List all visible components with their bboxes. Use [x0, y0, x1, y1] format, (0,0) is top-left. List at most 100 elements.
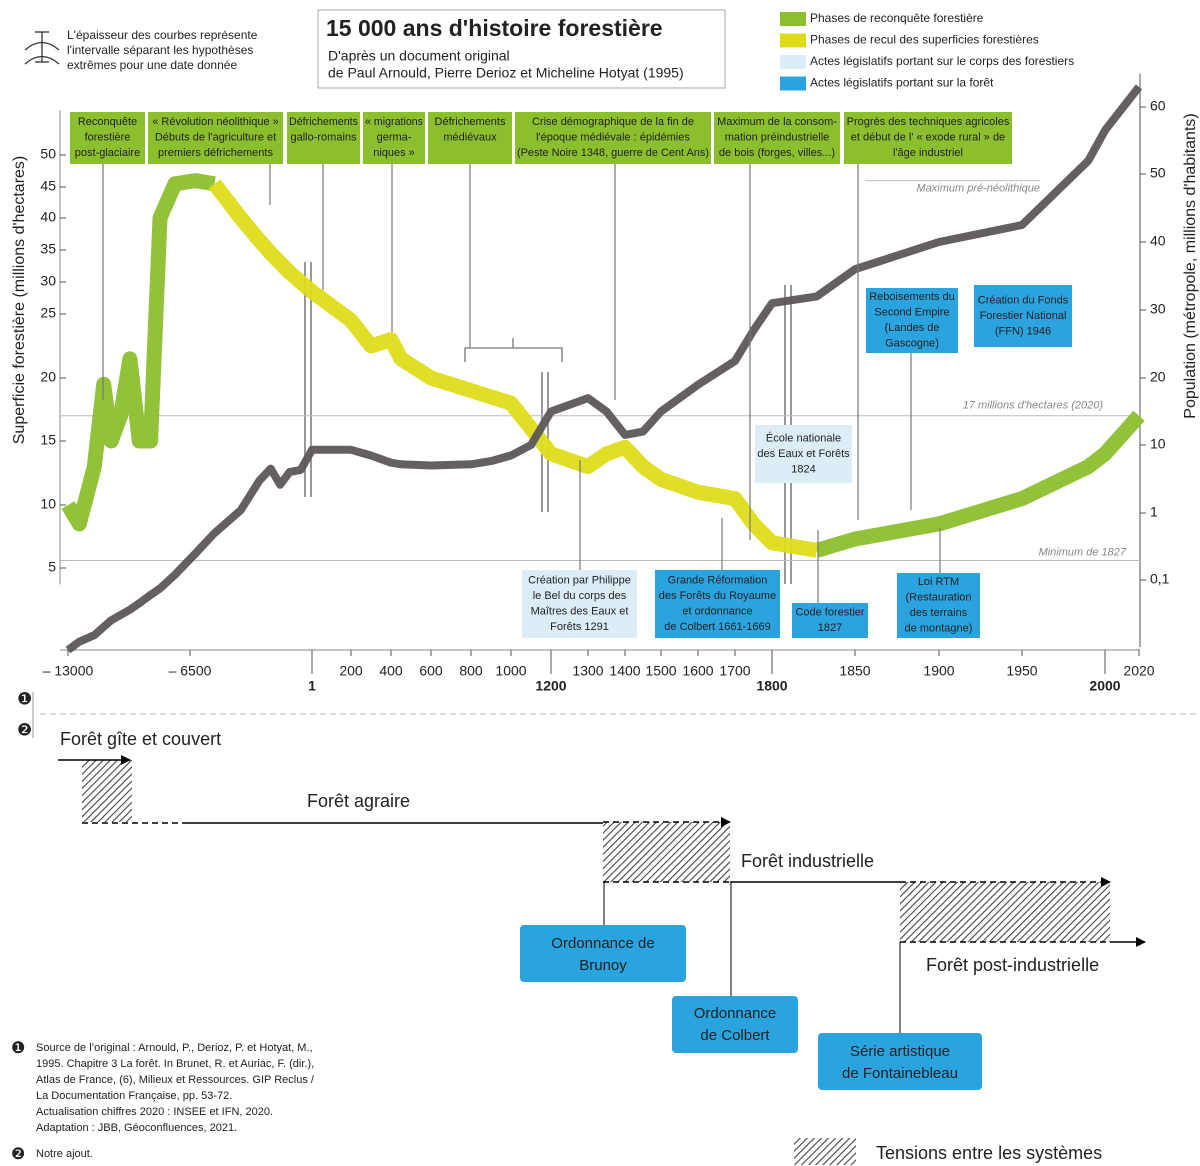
event-label: post-glaciaire — [75, 147, 140, 159]
x-tick-label: 1600 — [682, 663, 713, 679]
event-label: Grande Réformation — [668, 575, 768, 587]
event-label: « migrations — [365, 116, 423, 128]
legend-label: Phases de reconquête forestière — [810, 11, 984, 25]
event-label: Ordonnance de — [551, 935, 654, 952]
tension-zone — [603, 822, 730, 882]
event-label: l'époque médiévale : épidémies — [536, 131, 690, 143]
event-label: mation préindustrielle — [725, 131, 830, 143]
event-label: 1824 — [791, 463, 815, 475]
subtitle: D'après un document original — [328, 48, 510, 64]
event-label: Série artistique — [850, 1043, 950, 1060]
x-tick-label: – 6500 — [169, 663, 212, 679]
system-label: Forêt post-industrielle — [926, 955, 1099, 975]
thickness-icon — [24, 31, 60, 65]
x-tick-label: 1900 — [923, 663, 954, 679]
event-box — [70, 112, 145, 164]
y-tick-label: 10 — [40, 496, 56, 512]
y2-tick-label: 10 — [1150, 436, 1166, 452]
event-label: (Peste Noire 1348, guerre de Cent Ans) — [517, 147, 709, 159]
footnotes: Source de l’original : Arnould, P., Deri… — [36, 1042, 315, 1160]
event-label: (Landes de — [884, 322, 939, 334]
chart-title: 15 000 ans d'histoire forestière — [326, 15, 663, 41]
event-label: Défrichements — [435, 116, 506, 128]
event-label: germa- — [377, 131, 412, 143]
x-tick-label: 1850 — [839, 663, 870, 679]
footnote: Atlas de France, (6), Milieux et Ressour… — [36, 1074, 315, 1086]
event-box — [897, 573, 980, 638]
event-label: Maîtres des Eaux et — [531, 606, 629, 618]
x-tick-label: 1700 — [719, 663, 750, 679]
event-label: Forestier National — [980, 310, 1067, 322]
event-label: Second Empire — [874, 307, 949, 319]
event-box — [655, 570, 780, 638]
event-box — [522, 570, 637, 638]
y-axis-title: Superficie forestière (millions d'hectar… — [11, 156, 28, 445]
y2-tick-label: 50 — [1150, 165, 1166, 181]
event-label: Débuts de l'agriculture et — [155, 131, 276, 143]
event-label: (FFN) 1946 — [995, 325, 1051, 337]
event-label: Brunoy — [579, 957, 627, 974]
marker: ❶ — [11, 1040, 25, 1057]
x-tick-label: 1 — [308, 678, 316, 694]
x-tick-label: 400 — [379, 663, 403, 679]
event-box — [974, 285, 1072, 347]
system-label: Forêt industrielle — [741, 851, 874, 871]
marker: ❷ — [11, 1146, 25, 1163]
event-label: École nationale — [766, 431, 841, 444]
system-label: Forêt agraire — [307, 791, 410, 811]
y-tick-label: 50 — [40, 146, 56, 162]
event-label: Ordonnance — [694, 1005, 777, 1022]
population-line — [65, 84, 1143, 654]
legend-swatch — [794, 1138, 856, 1165]
x-tick-label: – 13000 — [43, 663, 94, 679]
marker: ❶ — [17, 689, 32, 708]
system-arrows — [58, 755, 1146, 1033]
x-tick-label: 1950 — [1006, 663, 1037, 679]
event-box — [844, 112, 1012, 164]
y-tick-label: 30 — [40, 273, 56, 289]
x-tick-label: 1200 — [535, 678, 566, 694]
y-tick-label: 20 — [40, 369, 56, 385]
event-label: de bois (forges, villes...) — [719, 147, 835, 159]
y-tick-label: 5 — [48, 559, 56, 575]
reference-label: 17 millions d'hectares (2020) — [963, 400, 1104, 412]
footnote: Notre ajout. — [36, 1148, 93, 1160]
x-tick-label: 200 — [339, 663, 363, 679]
x-tick-label: 1800 — [756, 678, 787, 694]
legend-swatch — [780, 76, 806, 91]
event-box — [515, 112, 711, 164]
x-tick-label: 1400 — [609, 663, 640, 679]
title-box — [317, 9, 726, 89]
event-label: Progrès des techniques agricoles — [847, 116, 1010, 128]
event-label: Création par Philippe — [528, 575, 631, 587]
x-tick-label: 1000 — [495, 663, 526, 679]
y2-tick-label: 60 — [1150, 98, 1166, 114]
note: extrêmes pour une date donnée — [67, 58, 237, 72]
legend-swatch — [780, 12, 806, 26]
event-label: Gascogne) — [885, 338, 939, 350]
event-label: médiévaux — [443, 131, 497, 143]
legend-label: Phases de recul des superficies forestiè… — [810, 33, 1039, 47]
event-box — [714, 112, 840, 164]
event-box — [287, 112, 360, 164]
y2-tick-label: 20 — [1150, 369, 1166, 385]
event-box — [866, 288, 958, 353]
x-tick-label: 1500 — [645, 663, 676, 679]
legend-label: Actes législatifs portant sur la forêt — [810, 76, 994, 90]
x-tick-label: 2000 — [1089, 678, 1120, 694]
note: l'intervalle séparant les hypothèses — [67, 43, 253, 57]
event-label: Forêts 1291 — [550, 621, 609, 633]
event-label: de montagne) — [905, 623, 973, 635]
event-label: (Restauration — [905, 592, 971, 604]
y-tick-label: 45 — [40, 178, 56, 194]
tension-zone — [900, 882, 1110, 942]
legend-label: Actes législatifs portant sur le corps d… — [810, 54, 1074, 68]
subtitle: de Paul Arnould, Pierre Derioz et Michel… — [328, 65, 684, 81]
x-tick-label: 2020 — [1123, 663, 1154, 679]
note: L'épaisseur des courbes représente — [67, 28, 258, 42]
reference-label: Maximum pré-néolithique — [917, 183, 1041, 195]
x-tick-label: 800 — [459, 663, 483, 679]
event-label: et ordonnance — [682, 606, 752, 618]
